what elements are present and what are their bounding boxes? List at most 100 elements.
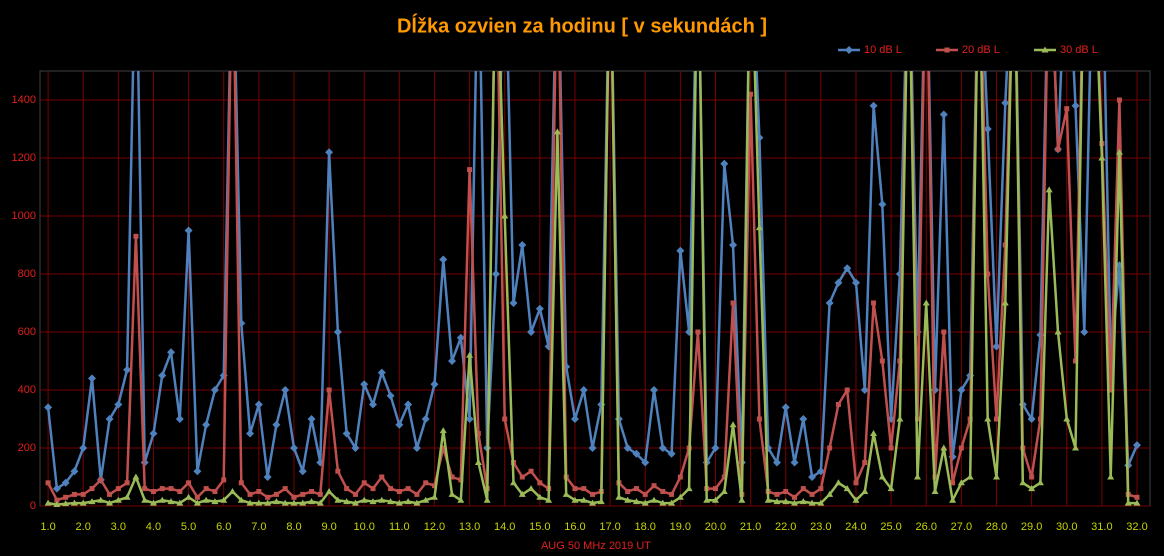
marker xyxy=(52,484,61,493)
marker xyxy=(1063,415,1071,422)
chart-title: Dĺžka ozvien za hodinu [ v sekundách ] xyxy=(397,13,767,37)
marker xyxy=(827,445,833,451)
marker xyxy=(79,499,87,506)
x-tick-label: 32.0 xyxy=(1126,521,1147,533)
x-tick-label: 2.0 xyxy=(76,521,91,533)
marker xyxy=(783,489,789,494)
marker xyxy=(676,246,685,255)
marker xyxy=(1080,328,1089,336)
marker xyxy=(299,499,307,506)
marker xyxy=(379,474,385,480)
marker xyxy=(818,486,824,492)
marker xyxy=(483,496,491,503)
marker xyxy=(808,473,817,481)
marker xyxy=(790,458,799,467)
marker xyxy=(860,386,869,394)
marker xyxy=(658,444,667,452)
marker xyxy=(404,400,413,409)
marker xyxy=(325,148,334,157)
marker xyxy=(369,400,377,409)
marker xyxy=(105,415,114,423)
marker xyxy=(615,493,623,500)
marker xyxy=(1027,415,1036,423)
marker xyxy=(466,351,474,358)
marker xyxy=(913,473,921,480)
marker xyxy=(993,416,999,422)
x-tick-label: 27.0 xyxy=(951,521,972,533)
marker xyxy=(88,498,96,505)
x-tick-label: 24.0 xyxy=(845,521,866,533)
marker xyxy=(1064,106,1070,112)
x-tick-label: 17.0 xyxy=(599,521,620,533)
marker xyxy=(957,479,965,486)
marker xyxy=(177,489,183,494)
x-tick-label: 29.0 xyxy=(1021,521,1042,533)
marker xyxy=(70,467,79,476)
marker xyxy=(44,403,53,412)
marker xyxy=(1001,299,1009,306)
marker xyxy=(748,91,754,97)
marker xyxy=(273,491,279,497)
marker xyxy=(430,493,438,500)
marker xyxy=(852,496,860,503)
marker xyxy=(114,496,122,503)
x-tick-label: 16.0 xyxy=(564,521,585,533)
marker xyxy=(377,368,386,377)
marker xyxy=(282,486,288,492)
legend-marker xyxy=(944,47,950,53)
marker xyxy=(193,467,202,476)
marker xyxy=(474,459,482,465)
marker xyxy=(167,498,175,505)
marker xyxy=(439,255,448,264)
marker xyxy=(659,499,667,506)
marker xyxy=(141,496,149,503)
marker xyxy=(448,490,456,497)
marker xyxy=(764,496,772,503)
marker xyxy=(1037,416,1043,422)
marker xyxy=(888,445,894,451)
marker xyxy=(931,488,939,494)
marker xyxy=(290,499,298,506)
marker xyxy=(176,499,184,506)
marker xyxy=(220,496,228,503)
marker xyxy=(87,374,96,383)
marker xyxy=(237,496,245,503)
marker xyxy=(107,491,113,497)
marker xyxy=(509,299,518,307)
marker xyxy=(800,486,806,492)
marker xyxy=(308,498,316,505)
marker xyxy=(387,498,395,505)
marker xyxy=(254,400,263,409)
x-tick-label: 6.0 xyxy=(216,521,231,533)
x-tick-label: 3.0 xyxy=(111,521,126,533)
marker xyxy=(238,480,244,486)
marker xyxy=(412,444,421,452)
legend-label: 20 dB L xyxy=(962,44,1000,56)
marker xyxy=(729,421,737,428)
marker xyxy=(720,488,728,494)
marker xyxy=(950,480,956,486)
marker xyxy=(878,200,887,209)
marker xyxy=(325,488,333,494)
marker xyxy=(983,125,992,133)
marker xyxy=(527,328,536,336)
marker xyxy=(124,480,130,486)
marker xyxy=(799,415,808,423)
marker xyxy=(518,490,526,497)
x-tick-label: 28.0 xyxy=(986,521,1007,533)
marker xyxy=(843,485,851,492)
marker xyxy=(624,496,632,503)
marker xyxy=(71,491,77,497)
marker xyxy=(940,444,948,451)
marker xyxy=(89,486,95,492)
marker xyxy=(869,101,878,110)
marker xyxy=(562,490,570,497)
x-tick-label: 15.0 xyxy=(529,521,550,533)
marker xyxy=(939,110,948,119)
y-tick-label: 1400 xyxy=(12,94,36,106)
marker xyxy=(211,498,219,505)
marker xyxy=(149,499,157,506)
marker xyxy=(878,473,886,480)
